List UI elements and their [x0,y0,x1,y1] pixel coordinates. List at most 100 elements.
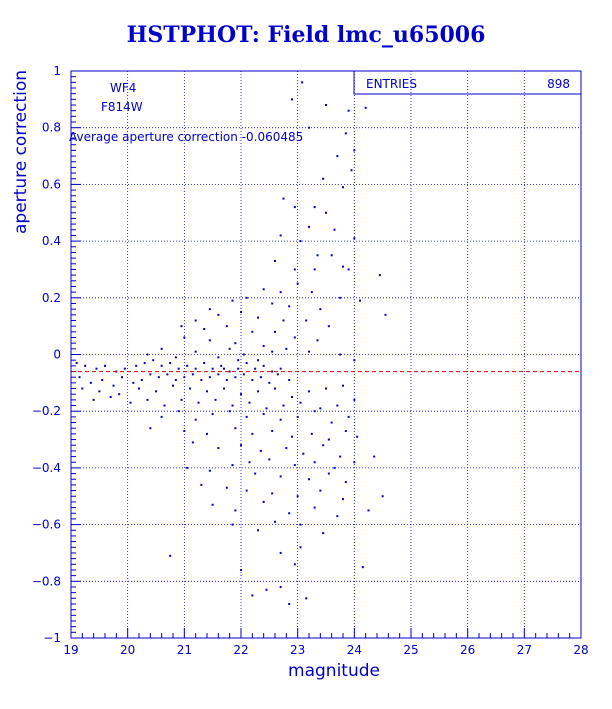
data-point [296,415,299,418]
data-point [78,376,81,379]
data-point [299,240,302,243]
data-point [220,364,223,367]
data-point [231,464,234,467]
data-point [160,347,163,350]
data-point [356,435,359,438]
data-points [75,81,387,605]
data-point [285,347,288,350]
data-point [262,413,265,416]
data-point [228,370,231,373]
data-point [259,376,262,379]
y-tick-label: 0.4 [42,234,61,248]
data-point [234,376,237,379]
data-point [146,353,149,356]
data-point [98,390,101,393]
data-point [302,452,305,455]
stats-box: ENTRIES 898 [353,70,582,95]
data-point [208,339,211,342]
data-point [301,81,304,84]
axis-ticks [70,70,582,639]
data-point [186,466,189,469]
filter-label: F814W [101,100,143,114]
data-point [305,597,308,600]
data-point [242,353,245,356]
grid-lines [71,71,581,638]
data-point [308,350,310,353]
data-point [308,478,310,481]
data-point [143,362,146,365]
data-point [177,367,180,370]
data-point [155,390,157,393]
data-point [274,259,276,262]
data-point [336,155,339,158]
x-tick-label: 26 [460,643,475,657]
data-point [217,313,220,316]
data-point [279,291,282,294]
data-point [308,126,310,129]
data-point [208,376,211,379]
data-point [353,149,356,152]
data-point [353,359,356,362]
data-point [172,384,174,387]
data-point [285,447,288,450]
data-point [293,563,296,566]
data-point [339,353,342,356]
data-point [259,449,262,452]
y-tick-label: −0.6 [32,518,61,532]
data-point [183,376,186,379]
data-point [109,396,112,399]
data-point [169,554,172,557]
data-point [336,515,339,518]
data-point [223,367,225,370]
data-point [208,308,211,311]
data-point [166,373,169,376]
data-point [313,461,316,464]
data-point [268,458,271,461]
data-point [299,523,302,526]
data-point [225,379,228,382]
stats-entries-label: ENTRIES [366,77,417,91]
x-tick-label: 25 [403,643,418,657]
data-point [262,500,265,503]
data-point [262,344,265,347]
data-point [240,568,242,571]
data-point [169,362,172,365]
data-point [223,387,225,390]
data-point [381,495,384,498]
data-point [203,327,206,330]
data-point [257,316,259,319]
data-point [245,489,248,492]
data-point [325,104,327,107]
data-point [217,447,220,450]
y-tick-labels: −1 −0.8 −0.6 −0.4 −0.2 0 0.2 0.4 0.6 0.8 1 [32,64,61,645]
data-point [291,396,293,399]
data-point [174,356,177,359]
data-point [342,186,344,189]
y-tick-label: 0.8 [42,121,61,135]
x-tick-label: 22 [233,643,248,657]
data-point [149,427,152,430]
data-point [211,367,214,370]
data-point [271,370,274,373]
data-point [217,373,220,376]
data-point [140,379,143,382]
data-point [228,410,231,413]
y-tick-label: 1 [53,64,61,78]
data-point [262,364,265,367]
data-point [279,585,282,588]
data-point [361,566,364,569]
data-point [251,330,254,333]
data-point [342,498,344,501]
data-point [344,481,347,484]
data-point [217,356,220,359]
data-point [123,367,126,370]
data-point [132,381,135,384]
data-point [339,455,342,458]
data-point [325,387,327,390]
data-point [322,444,325,447]
data-point [319,308,322,311]
data-point [245,415,248,418]
y-tick-label: −0.2 [32,404,61,418]
data-point [240,310,242,313]
